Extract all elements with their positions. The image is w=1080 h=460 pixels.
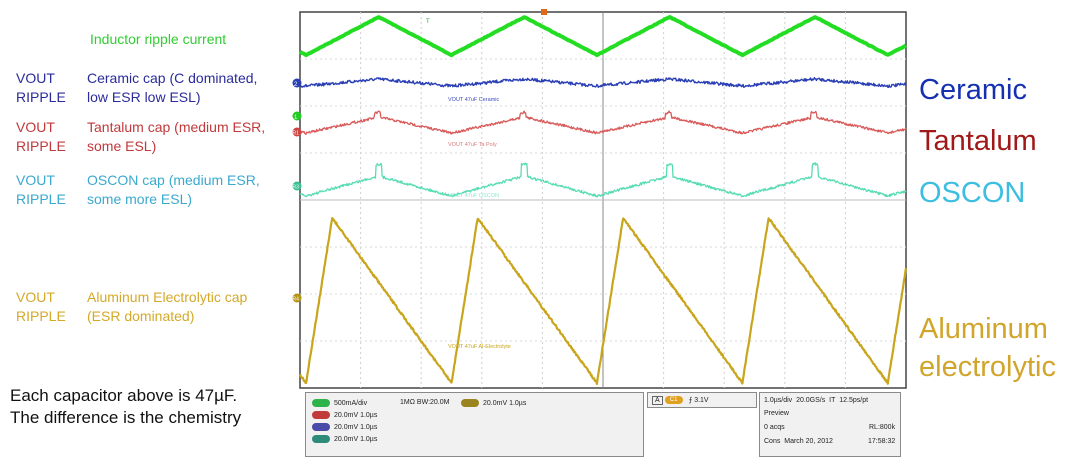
trigger-panel: A C1 ⨍ 3.1V	[647, 392, 757, 408]
channel-settings-panel: 500mA/div 1MΩ BW:20.0M 20.0mV 1.0µs 20.0…	[305, 392, 644, 457]
r2-pill	[312, 423, 330, 431]
tantalum-trace	[299, 110, 907, 135]
oscon-vout-label: VOUT RIPPLE	[16, 172, 66, 207]
alu-big-label-1: Aluminum	[919, 313, 1048, 345]
r1-pill	[312, 411, 330, 419]
alu-trace	[299, 217, 908, 386]
ceramic-desc-label: Ceramic cap (C dominated, low ESR low ESL…	[87, 70, 258, 105]
ceramic-vout-label: VOUT RIPPLE	[16, 70, 66, 105]
marker-c1-text: 1	[294, 115, 298, 121]
marker-r4	[292, 293, 302, 303]
ceramic-trace	[299, 77, 907, 88]
marker-r3	[292, 181, 302, 191]
tantalum-trace-tag: VOUT 47uF Ta Poly	[448, 142, 497, 148]
alu-vout-label: VOUT RIPPLE	[16, 289, 66, 324]
oscon-big-label: OSCON	[919, 177, 1026, 209]
marker-r1-text: R1	[293, 131, 300, 137]
oscon-trace-tag: VOUT 47uF OSCON	[448, 193, 499, 199]
marker-r3-text: R3	[293, 185, 300, 191]
trigger-position-marker	[541, 9, 547, 15]
marker-c2	[292, 78, 302, 88]
inductor-label: Inductor ripple current	[90, 31, 227, 47]
marker-c2-text: 2	[294, 82, 298, 88]
marker-r1	[292, 127, 302, 137]
ceramic-trace-tag: VOUT 47uF Ceramic	[448, 97, 499, 103]
ch1-pill	[312, 399, 330, 407]
r4-pill	[461, 399, 479, 407]
tantalum-vout-label: VOUT RIPPLE	[16, 119, 66, 154]
oscon-trace	[299, 162, 907, 198]
alu-trace-tag: VOUT 47uF Al-Electrolyte	[448, 344, 511, 350]
marker-r4-text: R4	[293, 297, 300, 303]
channel-markers: 2 1 R1 R3 R4 T	[292, 9, 547, 303]
acquisition-panel: 1.0µs/div 20.0GS/s IT 12.5ps/pt Preview …	[759, 392, 901, 457]
trace-l-marker: T	[426, 19, 430, 25]
tantalum-desc-label: Tantalum cap (medium ESR, some ESL)	[87, 119, 266, 154]
tantalum-big-label: Tantalum	[919, 125, 1037, 157]
marker-c1	[292, 111, 302, 121]
alu-big-label-2: electrolytic	[919, 351, 1056, 383]
inductor-trace	[298, 15, 907, 58]
r3-pill	[312, 435, 330, 443]
note-line-2: The difference is the chemistry	[10, 408, 242, 427]
note-line-1: Each capacitor above is 47µF.	[10, 386, 238, 405]
oscon-desc-label: OSCON cap (medium ESR, some more ESL)	[87, 172, 260, 207]
ceramic-big-label: Ceramic	[919, 74, 1027, 106]
alu-desc-label: Aluminum Electrolytic cap (ESR dominated)	[87, 289, 248, 324]
